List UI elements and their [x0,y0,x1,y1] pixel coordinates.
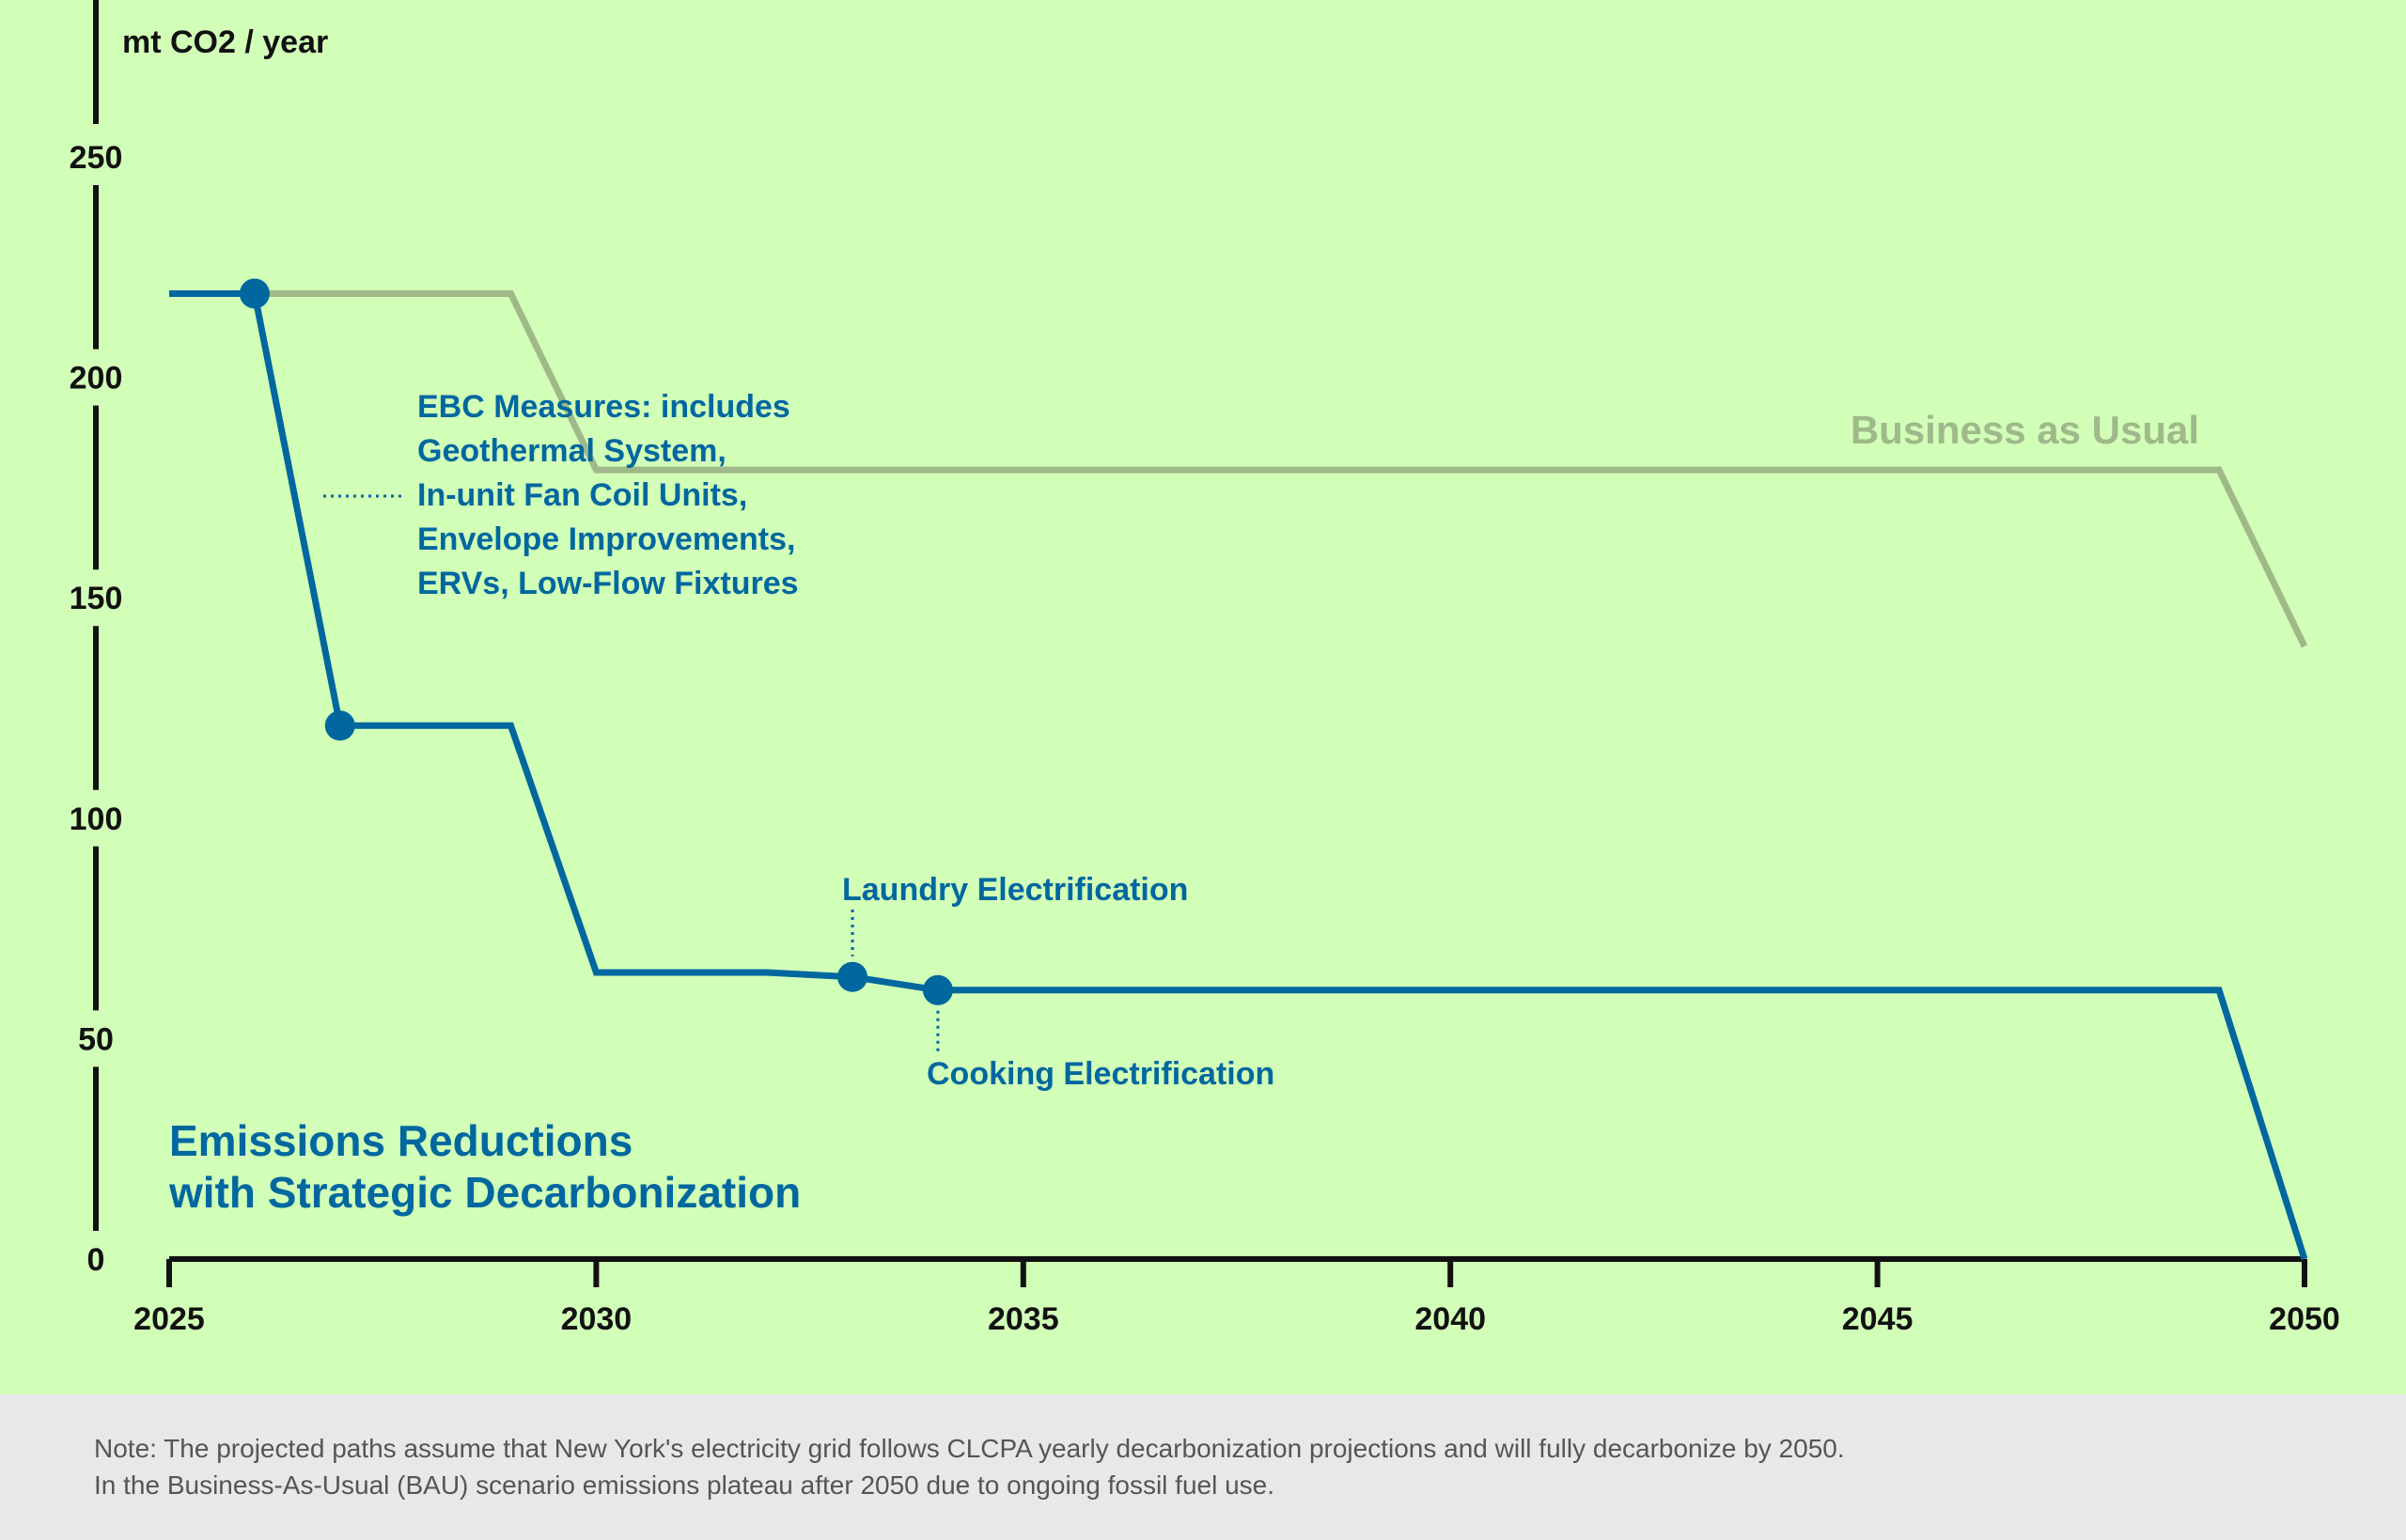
laundry-annotation: Laundry Electrification [842,872,1188,908]
x-tick-label: 2050 [2269,1301,2340,1337]
x-tick-label: 2040 [1414,1301,1486,1337]
x-tick-label: 2030 [561,1301,633,1337]
footnote: Note: The projected paths assume that Ne… [0,1394,2406,1540]
emissions-chart: 0 50 100 150 200 250 mt CO2 / year 2025 2030 2035… [69,0,2340,1337]
y-axis-title: mt CO2 / year [122,24,328,60]
series-lines [169,290,2308,1261]
chart-canvas: 0 50 100 150 200 250 mt CO2 / year 2025 2030 2035… [70,0,2340,1337]
ebc-annotation-line: EBC Measures: includes [417,389,790,425]
y-tick-label: 50 [78,1021,114,1057]
decarbonization-series-label: with Strategic Decarbonization [168,1168,801,1217]
series-markers [239,278,953,1005]
footnote-line-2: In the Business-As-Usual (BAU) scenario … [94,1470,1275,1500]
x-tick-label: 2035 [988,1301,1059,1337]
ebc-annotation-line: Envelope Improvements, [417,521,795,557]
ebc-annotation-line: In-unit Fan Coil Units, [417,477,747,513]
decarbonization-series-label: Emissions Reductions [169,1116,633,1165]
milestone-marker [837,961,868,992]
y-tick-label: 0 [87,1242,105,1278]
annotations: Business as Usual Emissions Reductionswit… [168,389,2199,1217]
decarbonization-line [169,290,2308,1261]
ebc-annotation-line: ERVs, Low-Flow Fixtures [417,566,799,601]
ebc-annotation-line: Geothermal System, [417,433,726,469]
milestone-marker [324,710,355,741]
y-tick-label: 250 [70,140,123,176]
axes: 0 50 100 150 200 250 mt CO2 / year 2025 2030 2035… [70,0,2340,1337]
milestone-marker [239,278,270,309]
bau-line [169,290,2308,648]
x-tick-label: 2045 [1842,1301,1914,1337]
bau-series-label: Business as Usual [1851,408,2199,452]
y-tick-label: 200 [70,361,123,397]
y-tick-label: 150 [70,581,123,616]
footnote-line-1: Note: The projected paths assume that Ne… [94,1434,1845,1463]
milestone-marker [922,974,953,1005]
y-tick-label: 100 [70,801,123,837]
cooking-annotation: Cooking Electrification [927,1056,1274,1092]
x-tick-label: 2025 [133,1301,205,1337]
